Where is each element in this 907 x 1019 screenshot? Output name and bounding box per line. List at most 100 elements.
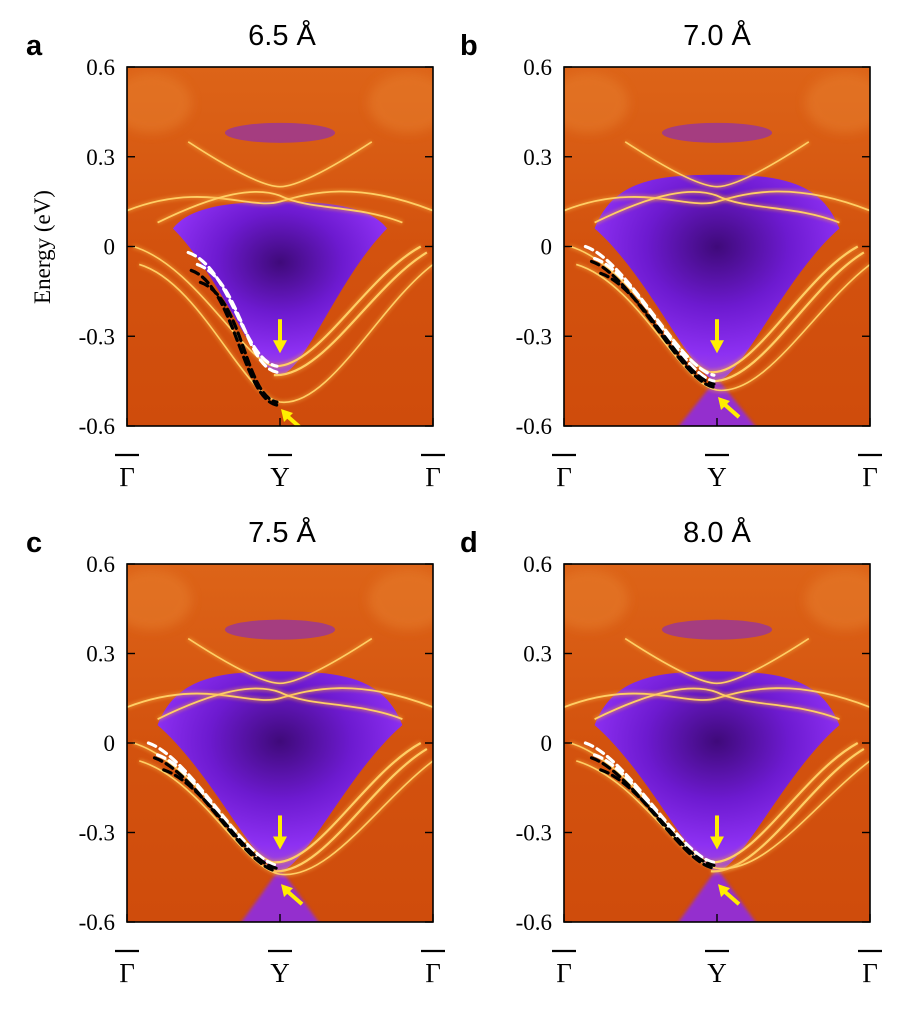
y-tick-label: 0 [104,235,116,260]
arrow-diagonal-head [281,409,293,423]
upper-band-1 [564,687,870,709]
upper-band-3 [624,141,810,188]
arrow-diagonal [281,884,304,906]
haze-left [564,72,629,133]
black-trace-1 [189,268,279,407]
plot-area [127,67,433,426]
x-tick-label: Γ [425,462,441,492]
panel-title: 7.0 Å [683,19,751,52]
y-tick-label: -0.6 [516,414,552,439]
y-tick-label: 0.6 [523,552,552,577]
haze-right [805,72,870,133]
y-tick-label: 0.3 [523,642,552,667]
surface-band-2 [710,251,865,383]
y-axis-label: Energy (eV) [30,190,55,304]
panel-label: d [460,527,478,559]
arrow-down-head [710,340,724,354]
y-tick-label: 0 [104,731,116,756]
y-tick-label: -0.6 [79,910,115,935]
y-tick-label: 0.6 [523,55,552,80]
plot-area [564,564,870,922]
surface-band-3 [716,760,870,870]
upper-band-3 [187,141,373,188]
arrow-diagonal-head [718,397,730,411]
x-tick-label: Y [270,462,290,492]
black-trace-2 [599,271,716,386]
y-tick-label: -0.6 [516,910,552,935]
surface-band-1 [710,742,859,864]
arrow-down-head [710,836,724,850]
upper-band-2 [157,687,403,720]
arrow-diagonal [281,409,302,426]
black-trace-1 [152,756,279,873]
panel-label: b [460,30,478,62]
black-trace-1 [589,756,716,870]
upper-pocket [661,122,773,143]
black-trace-2 [162,768,279,870]
y-tick-label: -0.3 [79,324,115,349]
upper-band-3 [624,637,810,685]
haze-right [805,569,870,630]
upper-pocket [224,619,336,640]
surface-band-1 [273,742,422,864]
surface-band-1 [273,245,422,368]
x-tick-label: Γ [425,958,441,988]
arrow-diagonal-head [281,884,293,898]
y-tick-label: -0.3 [79,821,115,846]
white-trace-2 [195,262,279,374]
x-tick-label: Γ [862,958,878,988]
arrow-down [710,815,724,850]
bulk-gap-region [172,201,388,376]
white-trace-2 [593,256,716,383]
haze-right [368,569,433,630]
y-tick-label: 0.3 [86,642,115,667]
arrow-diagonal-shaft [721,401,741,419]
panel-label: c [26,527,42,559]
haze-left [127,569,192,630]
x-tick-label: Y [707,462,727,492]
arrow-down [710,319,724,354]
ylabel-group: Energy (eV) [30,190,55,304]
haze-left [127,72,192,133]
x-tick-label: Γ [862,462,878,492]
panels: 0.60.30-0.3-0.6Γ Y Γa 6.5 Å0.60.30-0.3-0.6Γ… [26,19,882,988]
surface-band-left-2 [576,263,718,391]
surface-band-3 [279,263,433,403]
y-tick-label: 0 [541,731,553,756]
upper-band-2 [157,190,403,224]
surface-band-3 [279,760,433,876]
upper-band-1 [127,687,433,709]
panel-title: 8.0 Å [683,516,751,549]
y-tick-label: 0.6 [86,55,115,80]
panel-b: 0.60.30-0.3-0.6Γ Y Γb 7.0 Å [460,19,882,492]
upper-band-1 [127,190,433,212]
y-tick-label: -0.3 [516,821,552,846]
y-tick-label: 0.3 [86,145,115,170]
lower-bulk-cone [678,868,756,922]
bulk-gap-region [594,174,840,382]
upper-band-1 [564,190,870,212]
upper-pocket [661,619,773,640]
x-tick-label: Γ [119,958,135,988]
arrow-down-head [273,340,287,354]
panel-title: 7.5 Å [248,516,316,549]
bulk-gap-region [594,671,840,872]
surface-band-2 [273,251,428,377]
x-tick-label: Γ [556,462,572,492]
arrow-down [273,815,287,850]
panel-a: 0.60.30-0.3-0.6Γ Y Γa 6.5 Å [26,19,445,492]
upper-band-2 [594,190,840,224]
white-trace-2 [593,753,716,870]
y-tick-label: 0.3 [523,145,552,170]
x-tick-label: Γ [556,958,572,988]
arrow-down-head [273,836,287,850]
x-tick-label: Y [707,958,727,988]
upper-band-2 [594,687,840,720]
arrow-diagonal [718,397,741,419]
black-trace-2 [599,768,716,867]
panel-title: 6.5 Å [248,19,316,52]
panel-c: 0.60.30-0.3-0.6Γ Y Γc 7.5 Å [26,516,445,988]
y-tick-label: -0.3 [516,324,552,349]
y-tick-label: 0.6 [86,552,115,577]
